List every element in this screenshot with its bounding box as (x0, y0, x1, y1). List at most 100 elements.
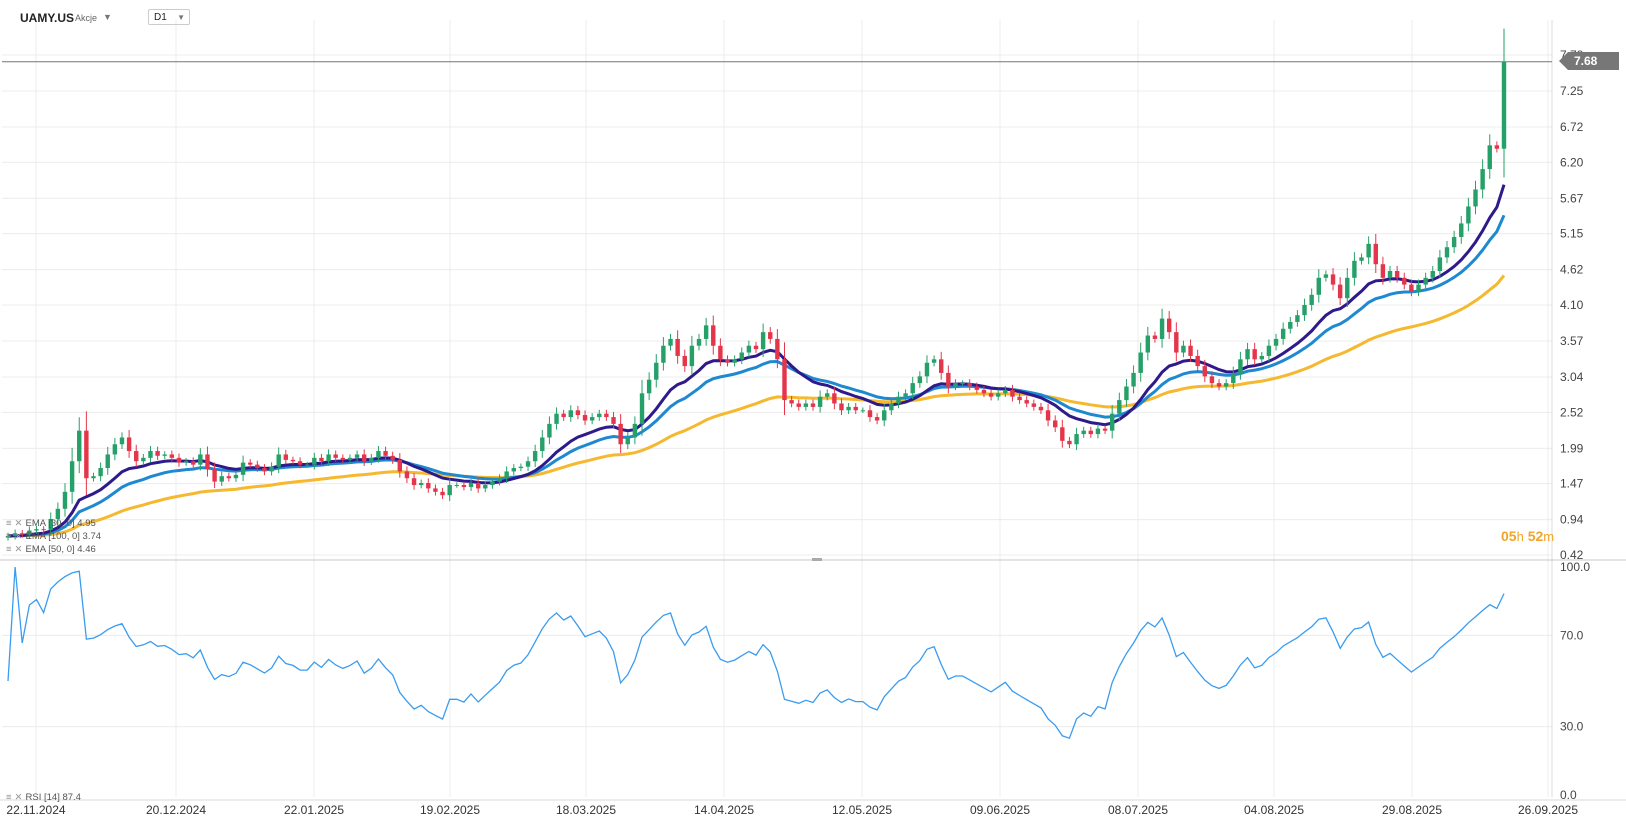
candle-body (354, 454, 360, 458)
candle-body (1131, 372, 1136, 387)
candle (917, 371, 923, 388)
candle-body (711, 325, 716, 346)
candle (1402, 272, 1407, 290)
candle-body (1174, 332, 1179, 353)
close-icon[interactable]: ✕ (14, 531, 23, 542)
settings-icon[interactable]: ≡ (6, 531, 12, 542)
candle-body (198, 454, 203, 465)
candle (297, 457, 303, 469)
candle (5, 532, 11, 541)
candle (62, 483, 68, 517)
candle-body (1423, 277, 1428, 285)
candle (1152, 331, 1158, 343)
settings-icon[interactable]: ≡ (6, 792, 12, 803)
candle-body (27, 530, 32, 535)
candle (903, 389, 908, 401)
candle-body (1302, 304, 1307, 316)
close-icon[interactable]: ✕ (14, 544, 23, 555)
rsi-tick-label: 30.0 (1560, 720, 1584, 734)
candle-body (233, 474, 239, 479)
close-icon[interactable]: ✕ (14, 518, 23, 529)
legend-ema30[interactable]: ≡ ✕ EMA [30, 0] 4.95 (6, 518, 96, 529)
candle-body (255, 464, 260, 469)
candle-body (675, 338, 680, 356)
candle (981, 385, 987, 398)
candle-body (20, 533, 25, 535)
candle-body (1038, 406, 1044, 411)
candle (1259, 352, 1264, 364)
timeframe-select[interactable]: D1 ▼ (148, 9, 190, 25)
chevron-down-icon[interactable]: ▼ (103, 12, 112, 22)
candle-body (960, 383, 965, 385)
settings-icon[interactable]: ≡ (6, 544, 12, 555)
candle (354, 450, 360, 462)
candle-body (703, 325, 709, 339)
candle-body (148, 451, 153, 458)
date-tick-label: 18.03.2025 (556, 803, 616, 817)
candle (347, 454, 353, 464)
candle-body (1003, 389, 1008, 394)
candle (803, 399, 809, 411)
candle-body (1416, 284, 1421, 292)
candle-body (1245, 349, 1250, 360)
candle (525, 456, 531, 472)
countdown-hours-unit: h (1516, 529, 1524, 544)
candle-body (1451, 237, 1457, 248)
candle-body (1216, 383, 1222, 387)
candle-body (789, 400, 794, 404)
price-tick-label: 6.72 (1560, 120, 1584, 134)
candle (240, 455, 246, 482)
candle-body (62, 491, 68, 509)
candle-body (597, 413, 602, 418)
candle-body (390, 455, 395, 460)
candle (1060, 419, 1065, 448)
candle (1494, 141, 1500, 153)
candle (1216, 379, 1222, 391)
candle (376, 445, 381, 463)
candle (1480, 159, 1485, 199)
candle (333, 450, 338, 462)
candle (739, 347, 744, 365)
grid-lines (2, 20, 1552, 797)
candle-body (1309, 294, 1314, 305)
chart-toolbar: UAMY.US Akcje ▼ D1 ▼ (0, 0, 1626, 34)
countdown-minutes: 52 (1527, 528, 1544, 544)
candle-body (1409, 284, 1414, 292)
candle (390, 451, 395, 464)
candle-body (411, 478, 417, 486)
candle (910, 376, 915, 400)
date-tick-label: 04.08.2025 (1244, 803, 1304, 817)
candle (248, 459, 253, 468)
close-icon[interactable]: ✕ (14, 792, 23, 803)
date-tick-label: 26.09.2025 (1518, 803, 1578, 817)
candle-body (1152, 335, 1158, 339)
candle (760, 323, 766, 357)
candle (1052, 415, 1058, 433)
candle (55, 502, 61, 525)
candle-body (1487, 145, 1492, 170)
candle (618, 414, 623, 454)
candle (1245, 342, 1250, 366)
legend-rsi[interactable]: ≡ ✕ RSI [14] 87.4 (6, 792, 81, 803)
candle (540, 429, 545, 458)
candle-body (418, 482, 424, 486)
candle-body (1359, 257, 1364, 261)
candle (1159, 308, 1165, 348)
candle-countdown: 05h 52m (1501, 528, 1554, 544)
pane-separator[interactable] (0, 20, 1626, 801)
symbol-name[interactable]: UAMY.US (20, 11, 75, 25)
candle-body (825, 393, 830, 397)
candle-body (119, 437, 125, 445)
candle-body (475, 482, 481, 489)
candle-body (974, 386, 980, 390)
candle-body (1373, 243, 1378, 265)
settings-icon[interactable]: ≡ (6, 518, 12, 529)
candle-body (896, 396, 901, 404)
candle (867, 405, 873, 422)
legend-ema100[interactable]: ≡ ✕ EMA [100, 0] 3.74 (6, 531, 101, 542)
legend-ema50[interactable]: ≡ ✕ EMA [50, 0] 4.46 (6, 544, 96, 555)
candle-body (625, 437, 630, 445)
candle (1352, 252, 1357, 286)
candle (860, 407, 866, 414)
